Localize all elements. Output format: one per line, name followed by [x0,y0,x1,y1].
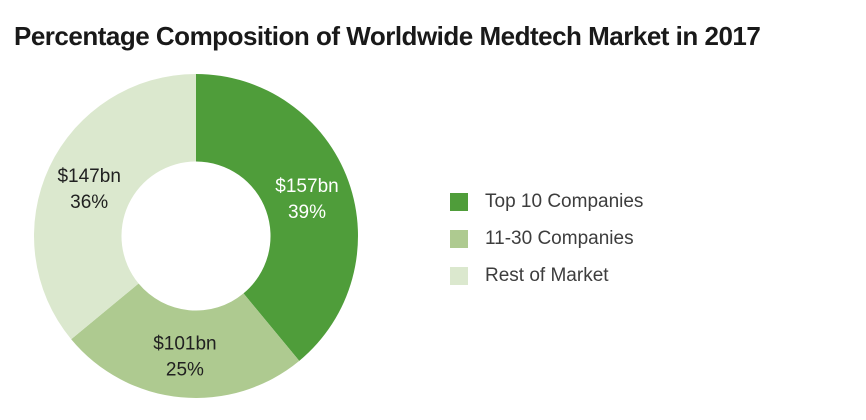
legend: Top 10 Companies 11-30 Companies Rest of M… [450,191,644,304]
slice-pct-label: 36% [70,192,108,213]
legend-swatch-icon [450,230,468,248]
legend-item-3: Rest of Market [450,265,643,286]
legend-label: Top 10 Companies [485,191,644,212]
page-title: Percentage Composition of Worldwide Medt… [14,21,761,51]
slice-value-label: $157bn [275,176,338,197]
legend-label: 11-30 Companies [485,228,634,249]
slice-pct-label: 25% [166,360,204,381]
legend-swatch-icon [450,193,468,211]
donut-slice-2 [71,283,300,398]
slice-value-label: $147bn [57,166,120,187]
legend-swatch-icon [450,267,468,285]
slice-pct-label: 39% [288,202,326,223]
donut-slice-3 [34,74,196,340]
donut-slice-1 [196,74,358,361]
legend-item-2: 11-30 Companies [450,228,643,249]
donut-chart: $157bn 39% $101bn 25% $147bn 36% [34,74,358,398]
legend-label: Rest of Market [485,265,609,286]
slice-value-label: $101bn [153,334,216,355]
legend-item-1: Top 10 Companies [450,191,644,212]
